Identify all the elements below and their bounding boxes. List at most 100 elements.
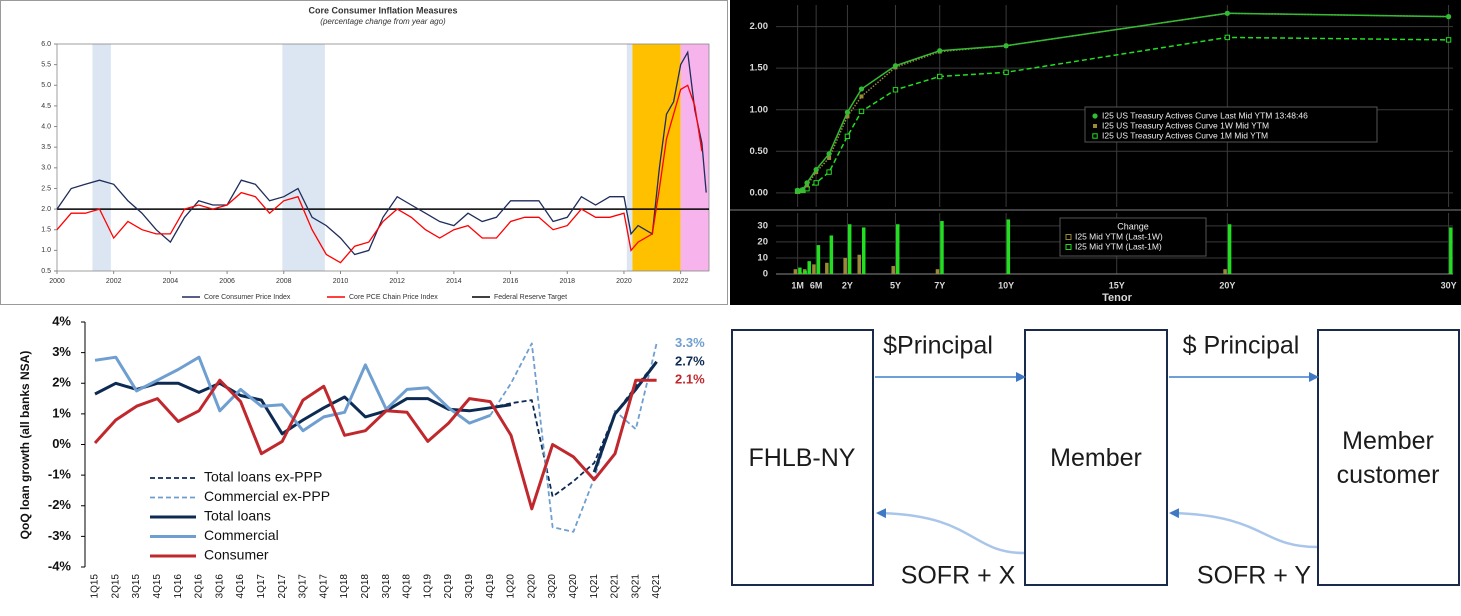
bar	[816, 245, 821, 274]
point	[844, 109, 851, 115]
x-tick-label: 4Q20	[568, 574, 579, 599]
x-tick-label: 3Q18	[381, 574, 392, 599]
edge-label: $ Principal	[1182, 331, 1300, 360]
legend-swatch	[1065, 234, 1072, 240]
point	[858, 86, 865, 92]
plot-frame	[56, 43, 710, 272]
node-label: Member	[1050, 444, 1142, 472]
y-tick-label: 4.0	[41, 123, 51, 130]
y-tick-label: 2.5	[41, 185, 51, 192]
chart-title: Core Consumer Inflation Measures	[308, 5, 457, 15]
point	[826, 169, 832, 175]
point	[1445, 37, 1452, 43]
bar	[895, 224, 900, 274]
x-axis-label: Tenor	[1102, 292, 1132, 304]
legend-swatch	[1093, 124, 1097, 128]
bar	[812, 264, 816, 274]
y-tick-label: 3.0	[41, 165, 51, 172]
series-line	[93, 378, 657, 511]
y-tick-label: 4%	[52, 313, 71, 328]
x-tick-label: 2Q19	[443, 574, 454, 599]
x-tick-label: 1Q19	[422, 574, 433, 599]
shaded-period	[282, 44, 325, 271]
legend-label: Core Consumer Price Index	[204, 294, 291, 301]
bar	[825, 262, 829, 274]
diagram-shapes	[731, 329, 1460, 586]
yield-curve-chart: 1M 6M 2Y 5Y 7Y 10Y 15Y 20Y 30Y 0.00 0.50 1.00 1.50 2.…	[730, 0, 1461, 305]
y-tick-label: 2%	[52, 375, 71, 390]
bar	[1449, 227, 1453, 274]
point	[800, 186, 806, 193]
x-tick-label: 1Q20	[506, 574, 517, 599]
node-box	[1317, 329, 1460, 586]
x-tick-label: 3Q17	[298, 574, 309, 599]
y-axis-label: QoQ loan growth (all banks NSA)	[18, 351, 32, 540]
x-tick-label: 1Q18	[339, 574, 350, 599]
point	[826, 151, 832, 157]
point	[813, 180, 819, 186]
x-tick-label: 2Q17	[277, 574, 288, 599]
chart-subtitle: (percentage change from year ago)	[320, 17, 446, 26]
point	[845, 114, 850, 119]
x-tick-label: 4Q18	[402, 574, 413, 599]
y-tick-label: 1.0	[41, 247, 51, 254]
edge-label: $Principal	[883, 331, 993, 360]
x-tick-label: 3Q19	[464, 574, 475, 599]
shaded-period	[680, 44, 709, 271]
bar	[1006, 219, 1011, 274]
x-tick-label: 1Q16	[173, 574, 184, 599]
bar	[803, 270, 807, 274]
y-tick-label: 2.0	[41, 206, 51, 213]
x-tick-label: 2004	[163, 278, 179, 285]
bar	[807, 261, 811, 274]
flow-diagram: FHLB-NY Member Member customer $Principa…	[730, 310, 1461, 616]
bar	[798, 267, 802, 274]
point	[859, 94, 864, 99]
series-line	[94, 360, 658, 473]
y-tick-label: 1.5	[41, 227, 51, 234]
y-tick-label: 5.5	[41, 61, 51, 68]
x-tick-label: 2002	[106, 278, 122, 285]
x-tick-label: 3Q15	[131, 574, 142, 599]
x-tick-label: 2Q15	[110, 574, 121, 599]
bar	[793, 269, 798, 274]
y-tick-label: 0%	[52, 436, 71, 451]
x-tick-label: 3Q21	[630, 574, 641, 599]
legend-label: Total loans ex-PPP	[204, 469, 322, 485]
legend-label: Commercial ex-PPP	[204, 488, 330, 504]
y-tick-label: 6.0	[41, 41, 51, 48]
bar	[935, 269, 940, 274]
node-box	[1024, 329, 1168, 586]
shaded-period	[632, 44, 681, 271]
point	[813, 166, 819, 173]
point	[858, 108, 865, 115]
y-tick-label: -3%	[48, 528, 72, 543]
bar	[1223, 269, 1227, 274]
bar	[857, 254, 861, 274]
y-tick-label: 0.5	[41, 268, 51, 275]
point	[937, 48, 943, 54]
legend-label: I25 Mid YTM (Last-1W)	[1075, 231, 1163, 241]
point	[795, 187, 801, 193]
x-tick-label: 1Q17	[256, 574, 267, 599]
x-tick-label: 2020	[616, 278, 632, 285]
legend-label: I25 US Treasury Actives Curve 1M Mid YTM	[1102, 130, 1268, 140]
legend-label: Core PCE Chain Price Index	[349, 294, 438, 301]
legend-label: I25 Mid YTM (Last-1M)	[1075, 241, 1162, 251]
legend-label: Commercial	[204, 527, 279, 543]
y-tick-label: 5.0	[41, 82, 51, 89]
bar	[829, 235, 834, 274]
x-tick-label: 1M	[791, 280, 804, 290]
x-tick-label: 2018	[559, 278, 575, 285]
point	[1445, 14, 1452, 20]
y-tick-label: 2.00	[750, 21, 769, 32]
edge-label: SOFR + Y	[1196, 561, 1312, 590]
y-tick-label: 4.5	[41, 103, 51, 110]
point	[892, 63, 899, 69]
x-tick-label: 3Q16	[214, 574, 225, 599]
point	[844, 133, 851, 140]
x-tick-label: 2006	[219, 278, 235, 285]
bar	[843, 257, 847, 274]
legend-swatch	[1092, 113, 1098, 119]
